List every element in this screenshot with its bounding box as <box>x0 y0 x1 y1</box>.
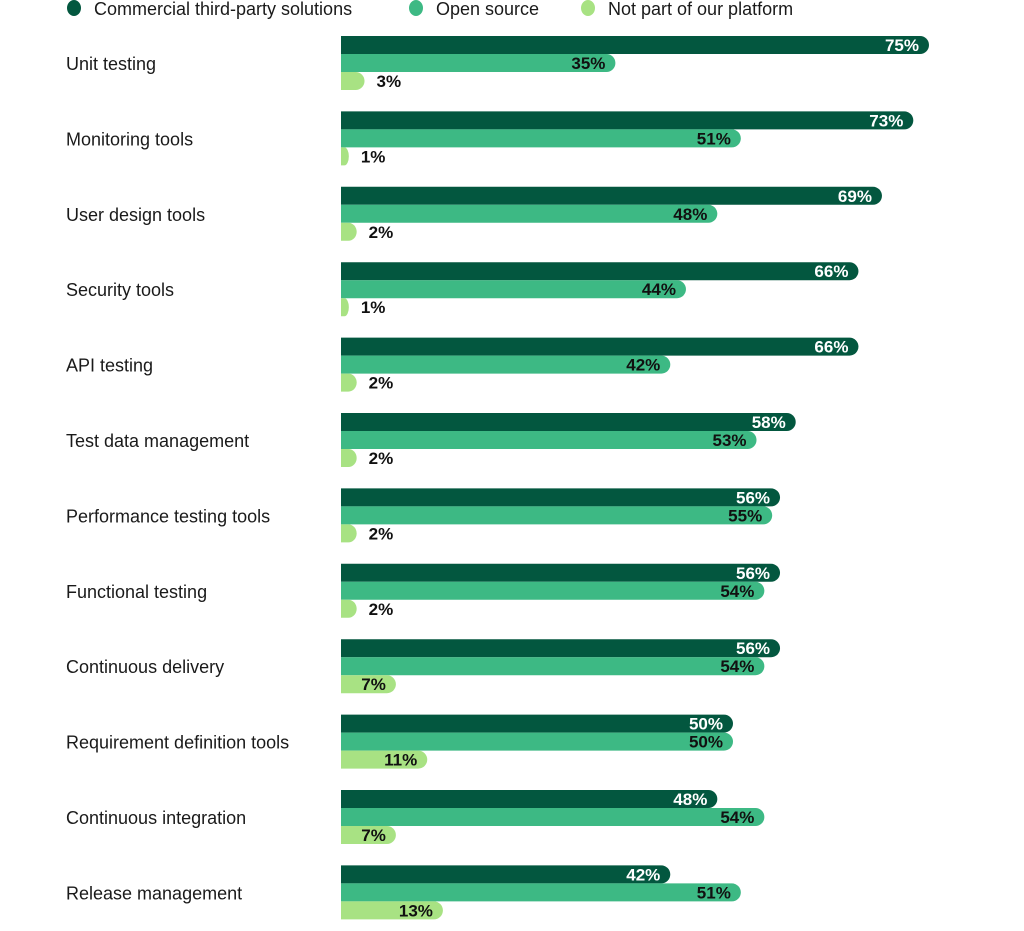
data-label: 66% <box>814 262 848 281</box>
category-label: Unit testing <box>66 54 156 74</box>
category-label: Continuous delivery <box>66 657 224 677</box>
bar <box>341 298 349 317</box>
data-label: 54% <box>720 582 754 601</box>
bar <box>341 901 443 920</box>
data-label: 50% <box>689 715 723 734</box>
legend-swatch <box>67 0 81 16</box>
category-label: Continuous integration <box>66 808 246 828</box>
category-label: Functional testing <box>66 582 207 602</box>
bar <box>341 355 671 374</box>
category-label: Test data management <box>66 431 249 451</box>
category-label: Performance testing tools <box>66 506 270 526</box>
data-label: 2% <box>369 374 394 393</box>
bar <box>341 865 671 884</box>
data-label: 42% <box>626 356 660 375</box>
data-label: 2% <box>369 223 394 242</box>
bar <box>341 262 859 281</box>
data-label: 75% <box>885 36 919 55</box>
bar <box>341 72 365 90</box>
legend-swatch <box>581 0 595 16</box>
bar <box>341 599 357 618</box>
bar <box>341 222 357 241</box>
data-label: 13% <box>399 901 433 920</box>
category-label: Requirement definition tools <box>66 733 289 753</box>
bar <box>341 826 396 844</box>
bar <box>341 280 686 299</box>
bar <box>341 449 357 467</box>
data-label: 2% <box>369 524 394 543</box>
data-label: 54% <box>720 808 754 827</box>
data-label: 7% <box>361 826 386 845</box>
bar <box>341 639 781 658</box>
category-label: API testing <box>66 356 153 376</box>
legend-label: Open source <box>436 0 539 19</box>
bar <box>341 413 796 431</box>
data-label: 1% <box>361 147 386 166</box>
bar <box>341 129 741 148</box>
data-label: 2% <box>369 449 394 468</box>
bar <box>341 431 757 449</box>
data-label: 56% <box>736 564 770 583</box>
data-label: 48% <box>673 205 707 224</box>
data-label: 3% <box>377 72 402 91</box>
bar <box>341 732 733 751</box>
data-label: 42% <box>626 865 660 884</box>
bar <box>341 675 396 694</box>
bar <box>341 808 765 826</box>
data-label: 2% <box>369 600 394 619</box>
bar <box>341 186 882 205</box>
category-label: Monitoring tools <box>66 129 193 149</box>
data-label: 55% <box>728 506 762 525</box>
bar <box>341 714 733 733</box>
bar <box>341 111 914 130</box>
bar <box>341 36 929 54</box>
bar <box>341 524 357 543</box>
bar <box>341 54 616 72</box>
data-label: 44% <box>642 280 676 299</box>
bar <box>341 581 765 600</box>
bar <box>341 750 428 769</box>
bar <box>341 147 349 166</box>
bar <box>341 488 781 507</box>
data-label: 56% <box>736 639 770 658</box>
bar <box>341 883 741 902</box>
bar <box>341 790 718 808</box>
legend-label: Commercial third-party solutions <box>94 0 352 19</box>
data-label: 69% <box>838 187 872 206</box>
data-label: 56% <box>736 488 770 507</box>
bar <box>341 506 773 525</box>
bar <box>341 373 357 392</box>
legend-label: Not part of our platform <box>608 0 793 19</box>
data-label: 1% <box>361 298 386 317</box>
data-label: 11% <box>384 751 417 770</box>
bar <box>341 337 859 356</box>
data-label: 54% <box>720 657 754 676</box>
data-label: 73% <box>869 111 903 130</box>
legend-swatch <box>409 0 423 16</box>
data-label: 53% <box>712 431 746 450</box>
bar <box>341 657 765 676</box>
bar <box>341 563 781 582</box>
category-label: User design tools <box>66 205 205 225</box>
data-label: 35% <box>571 54 605 73</box>
data-label: 51% <box>697 129 731 148</box>
category-label: Security tools <box>66 280 174 300</box>
data-label: 48% <box>673 790 707 809</box>
bar <box>341 204 718 223</box>
data-label: 7% <box>361 675 386 694</box>
data-label: 58% <box>752 413 786 432</box>
data-label: 50% <box>689 733 723 752</box>
category-label: Release management <box>66 883 242 903</box>
data-label: 51% <box>697 883 731 902</box>
data-label: 66% <box>814 338 848 357</box>
